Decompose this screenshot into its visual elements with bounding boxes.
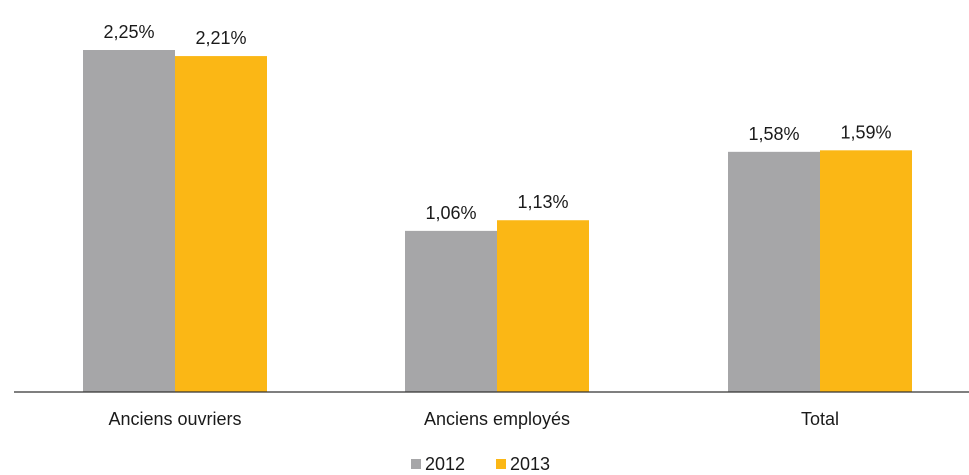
legend: 2012 2013 bbox=[411, 454, 550, 474]
legend-label-2013: 2013 bbox=[510, 454, 550, 474]
data-label-total-2013: 1,59% bbox=[840, 122, 891, 142]
data-labels-group: 2,25% 2,21% 1,06% 1,13% 1,58% 1,59% bbox=[103, 22, 891, 223]
data-label-anciens-ouvriers-2012: 2,25% bbox=[103, 22, 154, 42]
category-labels-group: Anciens ouvriers Anciens employés Total bbox=[108, 409, 839, 429]
bar-total-2013 bbox=[820, 150, 912, 392]
legend-label-2012: 2012 bbox=[425, 454, 465, 474]
category-label-anciens-employes: Anciens employés bbox=[424, 409, 570, 429]
legend-swatch-2012 bbox=[411, 459, 421, 469]
bar-anciens-ouvriers-2012 bbox=[83, 50, 175, 392]
bar-anciens-employes-2012 bbox=[405, 230, 497, 392]
data-label-total-2012: 1,58% bbox=[748, 124, 799, 144]
bar-anciens-employes-2013 bbox=[497, 220, 589, 392]
bar-anciens-ouvriers-2013 bbox=[175, 56, 267, 393]
data-label-anciens-employes-2012: 1,06% bbox=[425, 203, 476, 223]
category-label-total: Total bbox=[801, 409, 839, 429]
bars-group bbox=[83, 50, 912, 393]
category-label-anciens-ouvriers: Anciens ouvriers bbox=[108, 409, 241, 429]
data-label-anciens-employes-2013: 1,13% bbox=[517, 192, 568, 212]
bar-total-2012 bbox=[728, 151, 820, 392]
legend-swatch-2013 bbox=[496, 459, 506, 469]
data-label-anciens-ouvriers-2013: 2,21% bbox=[195, 28, 246, 48]
